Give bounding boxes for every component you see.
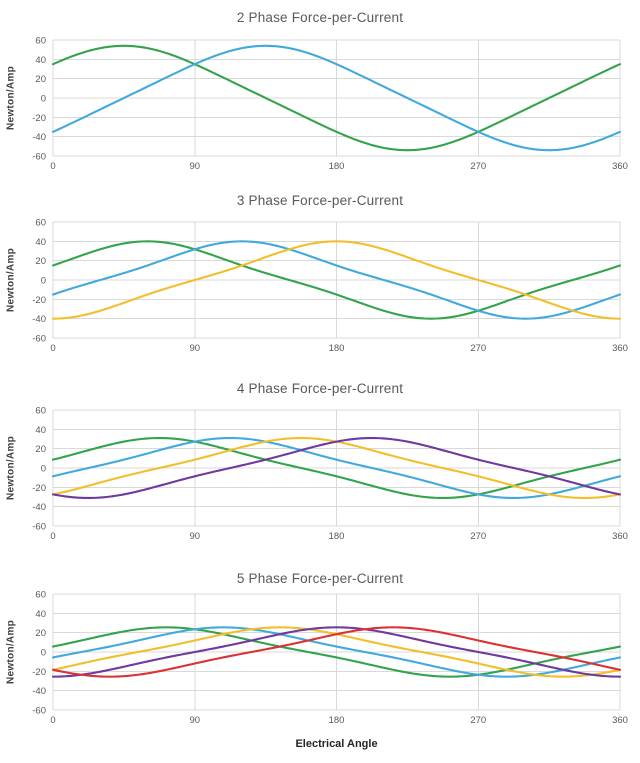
y-tick-label: 20 bbox=[35, 256, 46, 267]
y-tick-label: 0 bbox=[41, 94, 46, 105]
x-tick-label: 180 bbox=[329, 715, 345, 726]
y-tick-label: -20 bbox=[32, 667, 46, 678]
x-tick-label: 90 bbox=[189, 715, 200, 726]
y-tick-label: -20 bbox=[32, 295, 46, 306]
y-tick-label: -40 bbox=[32, 132, 46, 143]
series-line-phase-2 bbox=[51, 626, 622, 678]
chart-4-phase-force-per-current: 4 Phase Force-per-Current Newton/Amp 60 4… bbox=[0, 380, 640, 570]
series-line-phase-1 bbox=[51, 626, 622, 678]
x-tick-label: 0 bbox=[50, 715, 55, 726]
series-line-phase-2 bbox=[51, 44, 622, 152]
x-tick-label: 270 bbox=[470, 343, 486, 354]
y-tick-label: 40 bbox=[35, 425, 46, 436]
x-tick-label: 0 bbox=[50, 343, 55, 354]
y-tick-label: -40 bbox=[32, 686, 46, 697]
y-tick-label: 20 bbox=[35, 444, 46, 455]
plot-area: 60 40 20 0 -20 -40 -60 0 90 180 270 360 bbox=[32, 590, 628, 727]
x-tick-label: 270 bbox=[470, 715, 486, 726]
y-tick-label: 20 bbox=[35, 74, 46, 85]
plot-area: 60 40 20 0 -20 -40 -60 0 90 180 270 360 bbox=[32, 218, 628, 355]
y-tick-label: 60 bbox=[35, 406, 46, 417]
series-line-phase-5 bbox=[51, 626, 622, 678]
x-tick-label: 360 bbox=[612, 161, 628, 172]
x-tick-label: 90 bbox=[189, 531, 200, 542]
x-tick-label: 180 bbox=[329, 343, 345, 354]
chart-5-phase-force-per-current: 5 Phase Force-per-Current Newton/Amp Ele… bbox=[0, 570, 640, 763]
y-tick-label: 40 bbox=[35, 609, 46, 620]
chart-title: 3 Phase Force-per-Current bbox=[236, 193, 404, 208]
series-line-phase-4 bbox=[51, 626, 622, 678]
x-tick-label: 90 bbox=[189, 343, 200, 354]
series-line-phase-2 bbox=[51, 436, 622, 500]
y-tick-label: 40 bbox=[35, 55, 46, 66]
y-tick-label: 0 bbox=[41, 464, 46, 475]
y-tick-label: -60 bbox=[32, 152, 46, 163]
x-axis-title: Electrical Angle bbox=[295, 738, 378, 750]
chart-title: 5 Phase Force-per-Current bbox=[236, 571, 404, 586]
series-line-phase-2 bbox=[51, 240, 622, 320]
x-tick-label: 360 bbox=[612, 343, 628, 354]
y-tick-label: 0 bbox=[41, 648, 46, 659]
series-line-phase-1 bbox=[51, 44, 622, 152]
chart-title: 4 Phase Force-per-Current bbox=[236, 381, 404, 396]
x-tick-label: 180 bbox=[329, 531, 345, 542]
x-tick-label: 270 bbox=[470, 161, 486, 172]
y-tick-label: -20 bbox=[32, 113, 46, 124]
plot-area: 60 40 20 0 -20 -40 -60 0 90 180 270 360 bbox=[32, 36, 628, 173]
y-tick-label: -60 bbox=[32, 706, 46, 717]
plot-area: 60 40 20 0 -20 -40 -60 0 90 180 270 360 bbox=[32, 406, 628, 543]
x-tick-label: 0 bbox=[50, 531, 55, 542]
series-line-phase-1 bbox=[51, 436, 622, 500]
chart-title: 2 Phase Force-per-Current bbox=[236, 10, 404, 25]
y-tick-label: 60 bbox=[35, 590, 46, 601]
y-tick-label: 20 bbox=[35, 628, 46, 639]
y-tick-label: 60 bbox=[35, 36, 46, 47]
y-tick-label: -40 bbox=[32, 314, 46, 325]
x-tick-label: 270 bbox=[470, 531, 486, 542]
y-tick-label: -20 bbox=[32, 483, 46, 494]
y-tick-label: -60 bbox=[32, 334, 46, 345]
chart-2-phase-force-per-current: 2 Phase Force-per-Current Newton/Amp 60 4… bbox=[0, 0, 640, 190]
series-line-phase-4 bbox=[51, 436, 622, 500]
y-tick-label: 40 bbox=[35, 237, 46, 248]
y-tick-label: -40 bbox=[32, 502, 46, 513]
chart-3-phase-force-per-current: 3 Phase Force-per-Current Newton/Amp 60 4… bbox=[0, 190, 640, 380]
y-tick-label: 60 bbox=[35, 218, 46, 229]
x-tick-label: 360 bbox=[612, 715, 628, 726]
x-tick-label: 180 bbox=[329, 161, 345, 172]
y-tick-label: -60 bbox=[32, 522, 46, 533]
series-line-phase-3 bbox=[51, 240, 622, 320]
x-tick-label: 360 bbox=[612, 531, 628, 542]
x-tick-label: 0 bbox=[50, 161, 55, 172]
x-tick-label: 90 bbox=[189, 161, 200, 172]
y-tick-label: 0 bbox=[41, 276, 46, 287]
